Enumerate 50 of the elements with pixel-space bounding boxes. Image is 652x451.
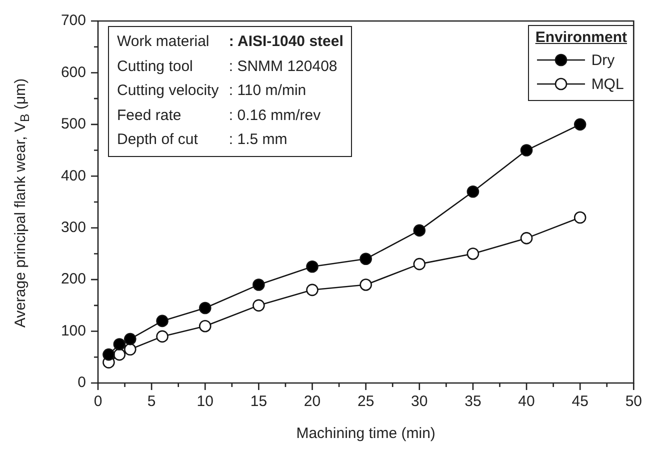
- legend-label: Dry: [591, 52, 615, 68]
- point: [252, 278, 265, 291]
- point: [413, 224, 426, 237]
- point: [466, 186, 480, 198]
- x-tick-label: 5: [147, 393, 156, 410]
- annotation: Cutting velocity : 110 m/min: [117, 81, 308, 101]
- y-tick-label: 700: [60, 12, 86, 30]
- y-tick-label: 400: [60, 167, 86, 184]
- y-tick-label: 200: [60, 270, 86, 288]
- point: [124, 332, 136, 346]
- y-tick-label: 0: [78, 374, 86, 392]
- legend-title: Environment: [535, 29, 627, 46]
- point: [413, 258, 426, 270]
- x-tick-label: 25: [357, 393, 374, 410]
- x-tick-label: 20: [304, 393, 321, 410]
- x-axis-title: Machining time (min): [296, 425, 436, 442]
- x-tick-label: 0: [94, 393, 102, 410]
- y-tick-label: 300: [60, 219, 86, 236]
- point: [113, 338, 126, 350]
- point: [520, 232, 533, 244]
- point: [574, 118, 586, 131]
- point: [360, 252, 372, 266]
- point: [306, 284, 318, 296]
- point: [198, 320, 212, 332]
- point: [520, 144, 533, 156]
- point: [466, 248, 480, 260]
- point: [102, 348, 115, 361]
- point: [360, 278, 372, 291]
- point: [124, 343, 136, 356]
- x-tick-label: 15: [250, 393, 268, 410]
- text: Cutting tool : SNMM 120408: [117, 58, 338, 74]
- x-tick-label: 10: [196, 393, 214, 410]
- x-tick-label: 50: [625, 393, 642, 410]
- point: [574, 211, 586, 224]
- point: [156, 314, 168, 328]
- y-tick-label: 100: [60, 322, 86, 340]
- point: [306, 260, 318, 273]
- legend-label: MQL: [591, 76, 624, 92]
- point: [252, 299, 265, 312]
- x-tick-label: 30: [411, 393, 428, 410]
- point: [156, 330, 168, 343]
- y-tick-label: 500: [60, 116, 86, 133]
- text: Depth of cut : 1.5 mm: [117, 131, 288, 148]
- x-tick-label: 45: [572, 393, 588, 410]
- point: [198, 302, 212, 314]
- x-tick-label: 40: [518, 393, 535, 410]
- text: Work material : AISI-1040 steel: [117, 33, 344, 50]
- y-tick-label: 600: [60, 64, 86, 81]
- text: Feed rate : 0.16 mm/rev: [117, 106, 321, 124]
- x-tick-label: 35: [464, 393, 482, 410]
